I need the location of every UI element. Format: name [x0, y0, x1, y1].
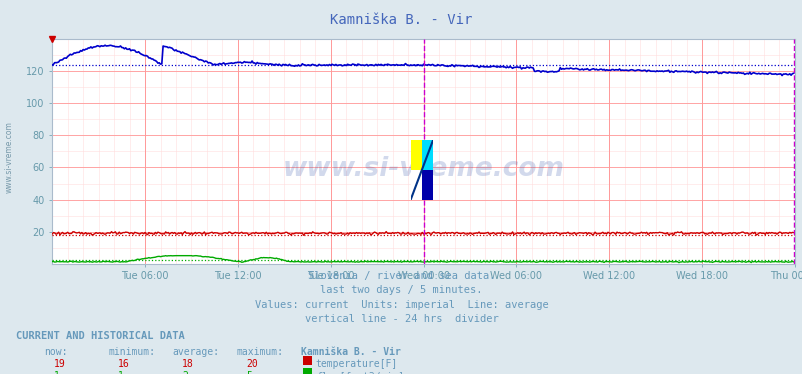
Text: 1: 1 [118, 371, 124, 374]
Text: www.si-vreme.com: www.si-vreme.com [5, 121, 14, 193]
Text: 19: 19 [54, 359, 66, 369]
Text: Kamniška B. - Vir: Kamniška B. - Vir [330, 13, 472, 27]
Text: 5: 5 [246, 371, 252, 374]
Text: average:: average: [172, 347, 220, 357]
Bar [422, 140, 433, 170]
Bar [422, 170, 433, 200]
Text: 16: 16 [118, 359, 130, 369]
Text: 1: 1 [54, 371, 59, 374]
Text: CURRENT AND HISTORICAL DATA: CURRENT AND HISTORICAL DATA [16, 331, 184, 341]
Text: vertical line - 24 hrs  divider: vertical line - 24 hrs divider [304, 314, 498, 324]
Text: temperature[F]: temperature[F] [315, 359, 397, 369]
Bar [411, 140, 422, 170]
Text: minimum:: minimum: [108, 347, 156, 357]
Text: Kamniška B. - Vir: Kamniška B. - Vir [301, 347, 400, 357]
Text: Slovenia / river and sea data.: Slovenia / river and sea data. [307, 271, 495, 281]
Text: maximum:: maximum: [237, 347, 284, 357]
Text: 2: 2 [182, 371, 188, 374]
Text: Values: current  Units: imperial  Line: average: Values: current Units: imperial Line: av… [254, 300, 548, 310]
Text: 18: 18 [182, 359, 194, 369]
Text: 20: 20 [246, 359, 258, 369]
Text: flow[foot3/min]: flow[foot3/min] [315, 371, 403, 374]
Text: last two days / 5 minutes.: last two days / 5 minutes. [320, 285, 482, 295]
Bar [411, 170, 422, 200]
Text: www.si-vreme.com: www.si-vreme.com [282, 156, 564, 183]
Text: now:: now: [44, 347, 67, 357]
